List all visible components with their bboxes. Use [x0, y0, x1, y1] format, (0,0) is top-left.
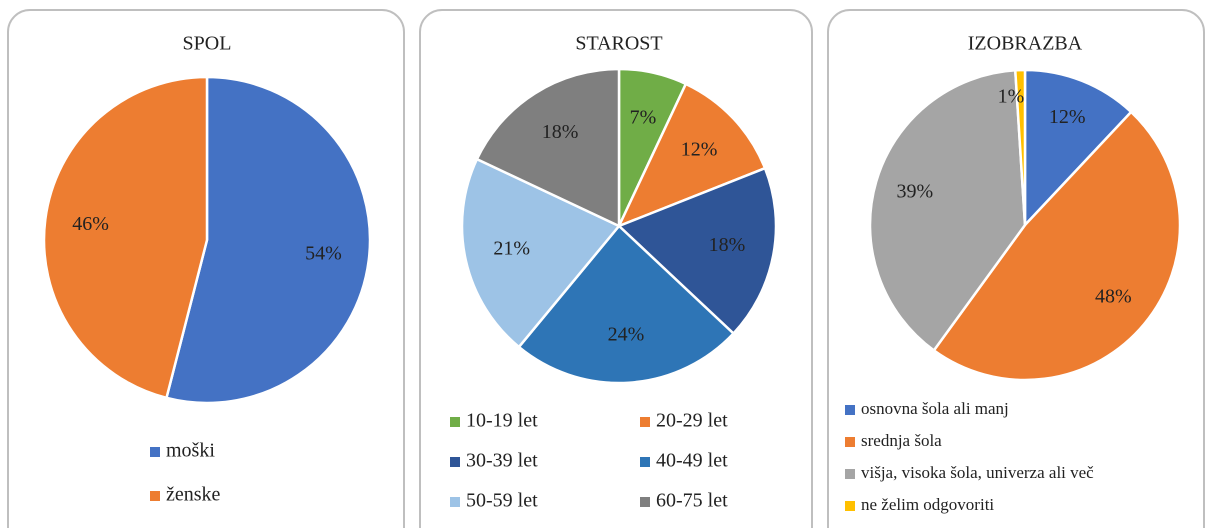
data-label: 54%: [305, 242, 342, 264]
data-label: 18%: [709, 234, 746, 256]
legend-swatch: [640, 417, 650, 427]
data-label: 7%: [630, 106, 657, 128]
legend-label: ženske: [166, 484, 221, 506]
chart-title: IZOBRAZBA: [968, 33, 1083, 55]
legend-label: srednja šola: [861, 431, 942, 450]
legend-swatch: [845, 437, 855, 447]
data-label: 1%: [998, 86, 1025, 108]
legend-label: 60-75 let: [656, 490, 728, 512]
data-label: 46%: [72, 213, 109, 235]
pie-slice: [1023, 68, 1133, 229]
data-label: 39%: [897, 181, 934, 203]
legend-swatch: [845, 469, 855, 479]
legend-swatch: [150, 491, 160, 501]
legend-swatch: [450, 497, 460, 507]
pie-slice: [1013, 68, 1027, 226]
data-label: 48%: [1095, 286, 1132, 308]
legend-label: višja, visoka šola, univerza ali več: [861, 463, 1094, 482]
data-label: 21%: [493, 238, 530, 260]
legend-label: 30-39 let: [466, 450, 538, 472]
pie-slice: [868, 68, 1027, 353]
legend-swatch: [845, 501, 855, 511]
data-label: 12%: [1049, 106, 1086, 128]
pie-slice: [42, 75, 209, 400]
legend-swatch: [450, 457, 460, 467]
legend-label: moški: [166, 440, 215, 462]
pie-slice: [616, 166, 778, 336]
legend-swatch: [640, 457, 650, 467]
legend-label: ne želim odgovoriti: [861, 495, 994, 514]
pie-slice: [616, 82, 767, 229]
pie-slice: [164, 75, 372, 405]
legend-label: osnovna šola ali manj: [861, 399, 1009, 418]
chart-title: SPOL: [183, 33, 232, 55]
data-label: 24%: [608, 323, 645, 345]
legend-label: 50-59 let: [466, 490, 538, 512]
pie-slice: [475, 67, 621, 228]
data-label: 18%: [542, 121, 579, 143]
chart-title: STAROST: [575, 33, 662, 55]
legend-swatch: [150, 447, 160, 457]
legend-label: 20-29 let: [656, 410, 728, 432]
legend-swatch: [450, 417, 460, 427]
pie-slice: [460, 157, 621, 349]
data-label: 12%: [681, 138, 718, 160]
legend-label: 10-19 let: [466, 410, 538, 432]
legend-swatch: [845, 405, 855, 415]
legend-swatch: [640, 497, 650, 507]
legend-label: 40-49 let: [656, 450, 728, 472]
pie-slice: [517, 224, 736, 385]
pie-slice: [932, 110, 1182, 382]
